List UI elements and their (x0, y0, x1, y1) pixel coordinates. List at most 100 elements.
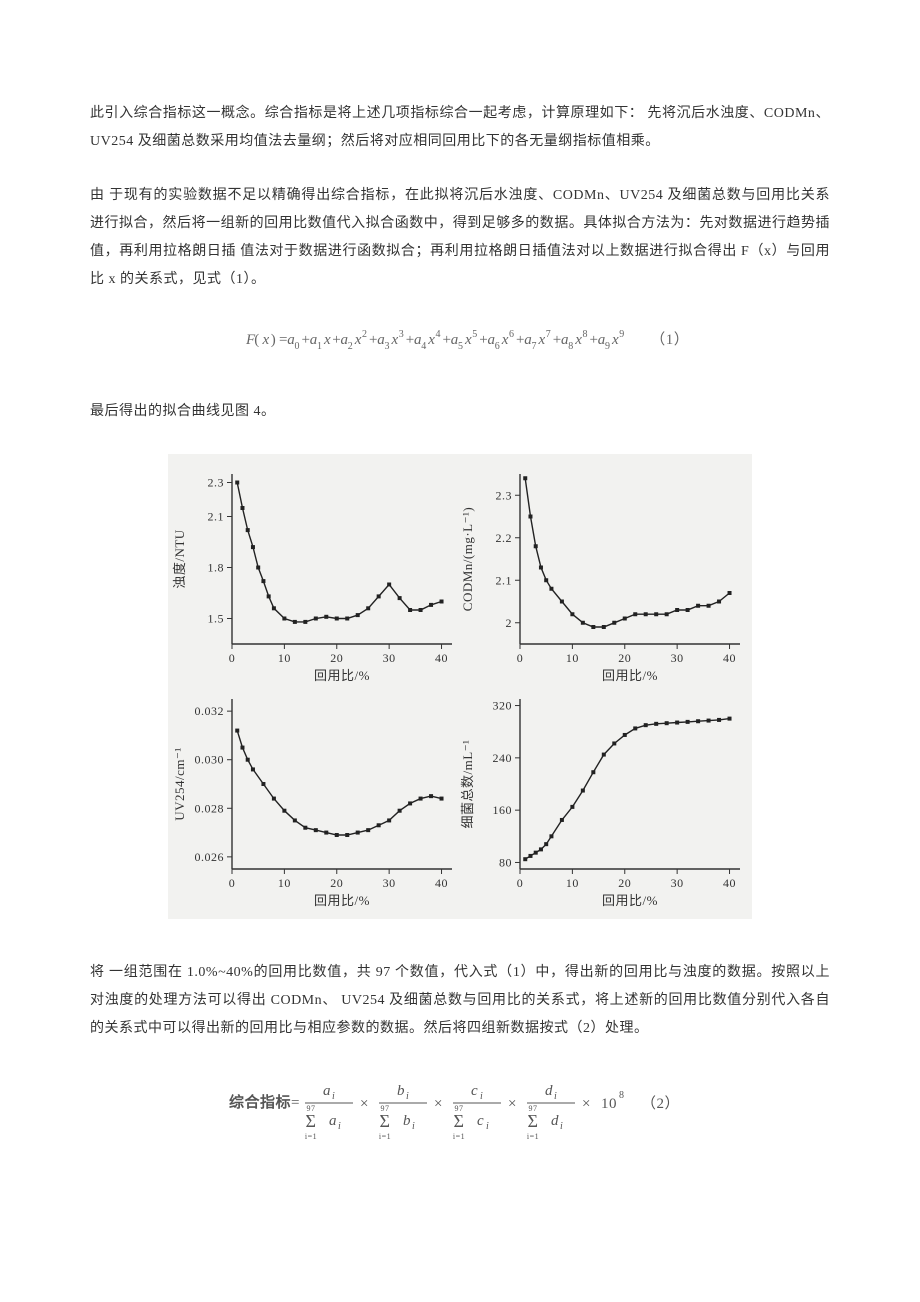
svg-text:40: 40 (723, 876, 736, 890)
svg-text:x: x (261, 332, 269, 348)
svg-text:40: 40 (435, 651, 448, 665)
svg-text:d: d (551, 1113, 559, 1129)
svg-text:i: i (480, 1091, 483, 1102)
svg-text:240: 240 (493, 751, 513, 765)
svg-text:0: 0 (517, 651, 524, 665)
svg-text:x: x (323, 332, 331, 348)
equation-2: 综合指标=ai97Σi=1ai×bi97Σi=1bi×ci97Σi=1ci×di… (223, 1073, 697, 1145)
svg-text:2.3: 2.3 (208, 476, 225, 490)
svg-text:2.1: 2.1 (496, 573, 513, 587)
svg-text:5: 5 (472, 329, 478, 340)
svg-text:20: 20 (330, 651, 343, 665)
svg-text:30: 30 (383, 876, 396, 890)
svg-text:x: x (464, 332, 472, 348)
svg-text:3: 3 (384, 341, 390, 352)
svg-text:0: 0 (294, 341, 300, 352)
svg-text:7: 7 (531, 341, 537, 352)
svg-text:×: × (508, 1096, 517, 1112)
svg-text:30: 30 (671, 651, 684, 665)
svg-text:Σ: Σ (306, 1111, 317, 1131)
svg-text:x: x (574, 332, 582, 348)
svg-text:Σ: Σ (380, 1111, 391, 1131)
svg-text:x: x (353, 332, 361, 348)
svg-text:6: 6 (509, 329, 515, 340)
svg-text:6: 6 (494, 341, 500, 352)
svg-text:20: 20 (618, 876, 631, 890)
svg-text:=: = (291, 1095, 300, 1111)
svg-text:0.028: 0.028 (195, 801, 225, 815)
svg-text:10: 10 (278, 651, 291, 665)
svg-text:i: i (406, 1091, 409, 1102)
page-root: 此引入综合指标这一概念。综合指标是将上述几项指标综合一起考虑，计算原理如下： 先… (0, 0, 920, 1265)
svg-text:回用比/%: 回用比/% (314, 893, 370, 908)
svg-text:i=1: i=1 (305, 1132, 317, 1141)
paragraph-4: 将 一组范围在 1.0%~40%的回用比数值，共 97 个数值，代入式（1）中，… (90, 959, 830, 1043)
svg-text:×: × (582, 1096, 591, 1112)
svg-text:0.030: 0.030 (195, 753, 225, 767)
svg-text:x: x (427, 332, 435, 348)
svg-text:7: 7 (545, 329, 551, 340)
svg-text:(: ( (254, 332, 260, 348)
svg-text:10: 10 (278, 876, 291, 890)
paragraph-3: 最后得出的拟合曲线见图 4。 (90, 398, 830, 426)
svg-text:CODMn/(mg·L⁻¹): CODMn/(mg·L⁻¹) (460, 507, 475, 611)
svg-text:0: 0 (517, 876, 524, 890)
svg-text:8: 8 (619, 1090, 625, 1101)
svg-text:30: 30 (671, 876, 684, 890)
svg-text:2: 2 (347, 341, 353, 352)
paragraph-1: 此引入综合指标这一概念。综合指标是将上述几项指标综合一起考虑，计算原理如下： 先… (90, 100, 830, 156)
svg-text:Σ: Σ (528, 1111, 539, 1131)
svg-text:1: 1 (317, 341, 323, 352)
svg-text:回用比/%: 回用比/% (314, 668, 370, 683)
svg-text:30: 30 (383, 651, 396, 665)
svg-text:综合指标: 综合指标 (229, 1093, 291, 1111)
svg-text:a: a (323, 1083, 331, 1099)
svg-text:细菌总数/mL⁻¹: 细菌总数/mL⁻¹ (460, 740, 475, 829)
svg-text:20: 20 (618, 651, 631, 665)
equation-2-container: 综合指标=ai97Σi=1ai×bi97Σi=1bi×ci97Σi=1ci×di… (90, 1073, 830, 1145)
svg-text:i: i (486, 1121, 489, 1132)
svg-text:2.1: 2.1 (208, 510, 225, 524)
svg-text:320: 320 (493, 699, 513, 713)
svg-text:i=1: i=1 (453, 1132, 465, 1141)
svg-text:8: 8 (582, 329, 588, 340)
svg-text:9: 9 (619, 329, 625, 340)
svg-text:80: 80 (499, 855, 512, 869)
svg-text:4: 4 (435, 329, 441, 340)
paragraph-2: 由 于现有的实验数据不足以精确得出综合指标，在此拟将沉后水浊度、CODMn、UV… (90, 182, 830, 294)
svg-text:i: i (560, 1121, 563, 1132)
svg-text:Σ: Σ (454, 1111, 465, 1131)
svg-text:x: x (500, 332, 508, 348)
equation-1-container: F(x)=a0+a1x+a2x2+a3x3+a4x4+a5x5+a6x6+a7x… (90, 324, 830, 358)
svg-text:160: 160 (493, 803, 513, 817)
svg-text:0.026: 0.026 (195, 850, 225, 864)
svg-text:i=1: i=1 (379, 1132, 391, 1141)
svg-text:i: i (412, 1121, 415, 1132)
svg-text:40: 40 (723, 651, 736, 665)
svg-text:i=1: i=1 (527, 1132, 539, 1141)
svg-text:b: b (403, 1113, 411, 1129)
svg-text:浊度/NTU: 浊度/NTU (172, 529, 187, 588)
svg-text:b: b (397, 1083, 405, 1099)
svg-text:1.5: 1.5 (208, 612, 225, 626)
svg-text:（2）: （2） (641, 1095, 680, 1112)
svg-text:UV254/cm⁻¹: UV254/cm⁻¹ (172, 747, 187, 821)
figure-4-container: 0102030401.51.82.12.3回用比/%浊度/NTU01020304… (90, 454, 830, 919)
svg-text:0.032: 0.032 (195, 704, 225, 718)
equation-1: F(x)=a0+a1x+a2x2+a3x3+a4x4+a5x5+a6x6+a7x… (240, 324, 681, 358)
svg-text:10: 10 (566, 876, 579, 890)
svg-text:d: d (545, 1083, 553, 1099)
svg-text:x: x (611, 332, 619, 348)
svg-text:2: 2 (362, 329, 368, 340)
svg-text:回用比/%: 回用比/% (602, 893, 658, 908)
svg-text:10: 10 (566, 651, 579, 665)
svg-text:i: i (554, 1091, 557, 1102)
svg-text:9: 9 (605, 341, 611, 352)
svg-text:i: i (338, 1121, 341, 1132)
svg-text:×: × (360, 1096, 369, 1112)
svg-text:5: 5 (458, 341, 464, 352)
svg-text:c: c (477, 1113, 484, 1129)
svg-text:4: 4 (421, 341, 427, 352)
svg-text:2: 2 (506, 616, 513, 630)
svg-text:3: 3 (398, 329, 404, 340)
